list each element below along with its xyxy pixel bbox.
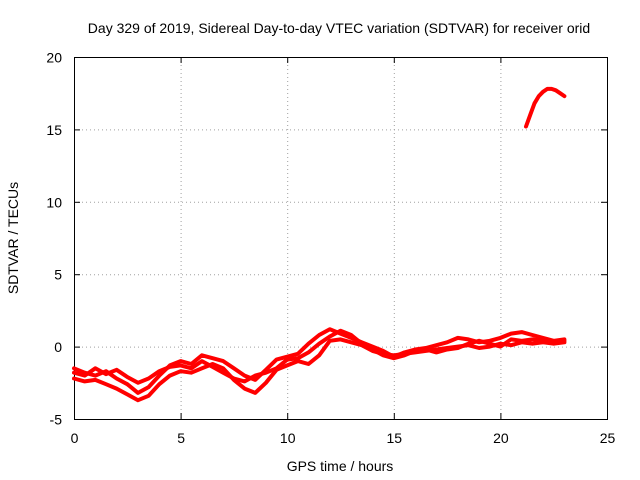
x-tick-label: 20 [493, 430, 509, 446]
y-tick-label: 5 [54, 267, 62, 283]
y-tick-label: 15 [46, 122, 62, 138]
axis-ticks [74, 57, 608, 420]
x-tick-label: 15 [387, 430, 403, 446]
x-tick-labels: 0 5 10 15 20 25 [71, 430, 616, 446]
y-tick-label: 20 [46, 50, 62, 66]
x-tick-label: 0 [71, 430, 79, 446]
y-tick-label: 10 [46, 194, 62, 210]
series-layer [72, 86, 567, 403]
y-axis-label: SDTVAR / TECUs [5, 182, 21, 294]
x-tick-label: 25 [600, 430, 616, 446]
series-line-track-c [72, 328, 567, 385]
series-line-track-a [72, 327, 567, 395]
series-line-track-b [72, 337, 567, 403]
x-tick-label: 10 [280, 430, 296, 446]
y-tick-labels: -5 0 5 10 15 20 [46, 50, 62, 428]
y-tick-label: -5 [50, 412, 63, 428]
x-axis-label: GPS time / hours [287, 458, 394, 474]
grid [74, 57, 607, 419]
series-line-track-d [524, 86, 567, 129]
plot-frame [74, 57, 608, 420]
x-tick-label: 5 [177, 430, 185, 446]
chart-title: Day 329 of 2019, Sidereal Day-to-day VTE… [88, 20, 590, 36]
y-tick-label: 0 [54, 339, 62, 355]
